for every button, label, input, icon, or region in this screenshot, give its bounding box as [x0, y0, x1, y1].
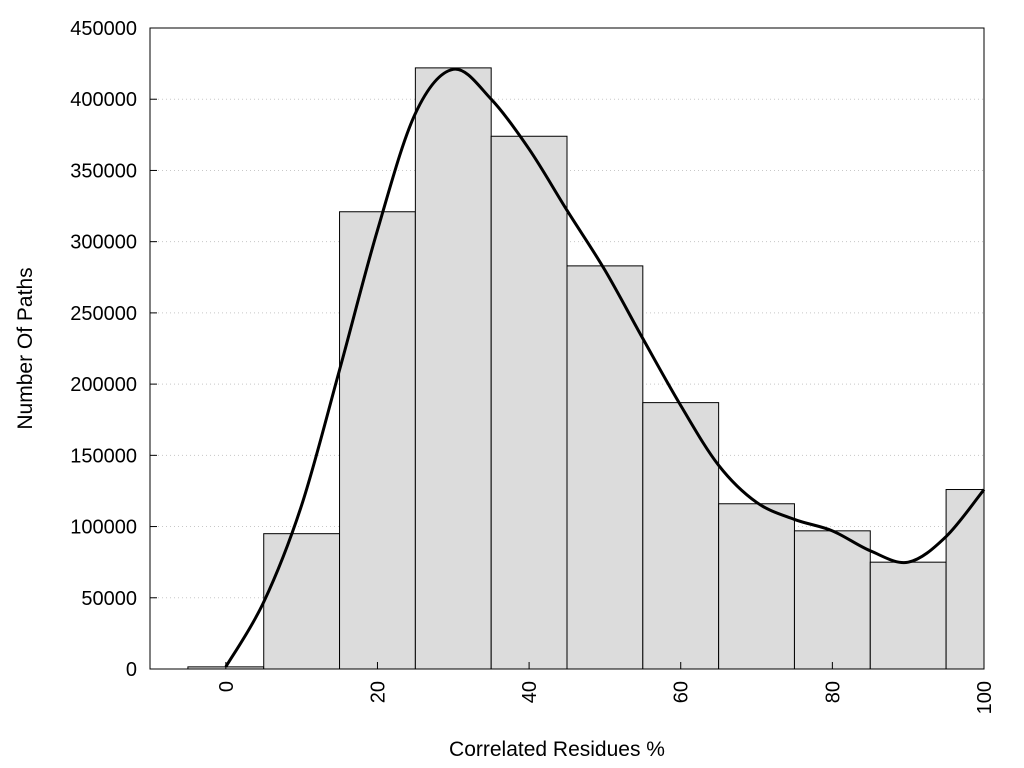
x-tick-label: 60	[671, 681, 693, 703]
y-tick-label: 0	[126, 659, 137, 681]
y-axis-title: Number Of Paths	[14, 267, 37, 429]
x-tick-label: 0	[216, 681, 238, 692]
x-tick-label: 80	[822, 681, 844, 703]
x-axis-ticks: 0 20 40 60 80 100	[216, 662, 996, 714]
histogram-bar	[566, 265, 644, 670]
y-tick-label: 50000	[81, 588, 137, 610]
y-tick-label: 300000	[70, 232, 137, 254]
x-tick-label: 40	[519, 681, 541, 703]
histogram-bar	[414, 67, 492, 670]
histogram-bar	[869, 561, 947, 670]
density-curve	[224, 67, 986, 668]
y-axis-ticks: 0 50000 100000 150000 200000 250000 300000 3500…	[70, 18, 157, 681]
y-tick-label: 350000	[70, 160, 137, 182]
y-tick-label: 200000	[70, 374, 137, 396]
histogram-bar	[718, 503, 795, 670]
y-tick-label: 450000	[70, 18, 137, 40]
histogram-bar	[263, 533, 341, 670]
y-tick-label: 250000	[70, 303, 137, 325]
y-tick-label: 400000	[70, 89, 137, 111]
plot-frame	[149, 27, 985, 670]
histogram-bar	[339, 211, 416, 670]
x-axis-title: Correlated Residues %	[449, 738, 665, 761]
histogram-bar	[793, 530, 871, 670]
histogram-bar	[945, 489, 985, 670]
y-tick-label: 150000	[70, 445, 137, 467]
y-tick-label: 100000	[70, 517, 137, 539]
histogram-bar	[490, 135, 568, 670]
x-tick-label: 100	[974, 681, 996, 714]
histogram-bars	[187, 67, 985, 670]
x-tick-label: 20	[367, 681, 389, 703]
histogram-bar	[642, 402, 720, 670]
